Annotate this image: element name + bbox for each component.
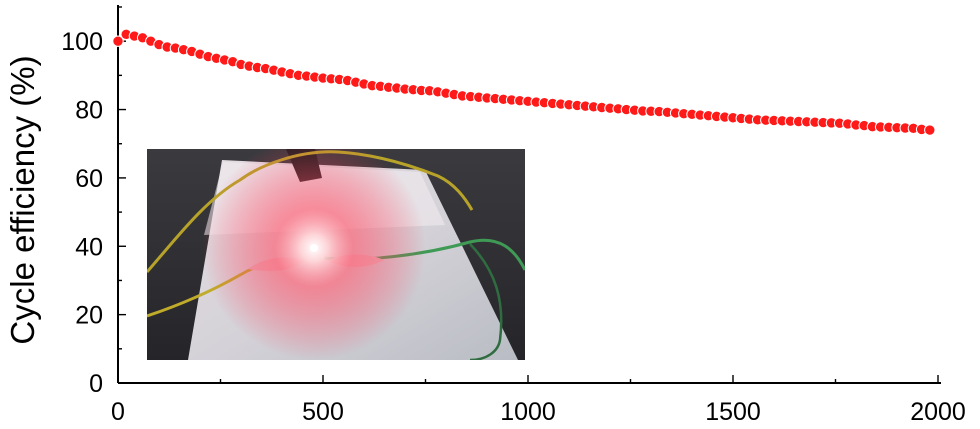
y-axis-title: Cycle efficiency (%) [4, 55, 41, 344]
x-tick-label: 500 [302, 398, 344, 426]
green-wire-bottom [469, 243, 503, 360]
led-glow [202, 149, 426, 360]
data-point [112, 35, 124, 47]
y-tick-label: 20 [75, 302, 103, 330]
data-point [924, 124, 936, 136]
y-tick-label: 0 [89, 370, 103, 398]
plot-series [112, 28, 936, 136]
x-tick-labels: 0 500 1000 1500 2000 [111, 398, 966, 426]
led-core [310, 244, 318, 252]
x-tick-label: 1500 [705, 398, 761, 426]
x-tick-label: 1000 [500, 398, 556, 426]
y-tick-label: 60 [75, 165, 103, 193]
y-tick-label: 40 [75, 233, 103, 261]
x-tick-label: 2000 [910, 398, 966, 426]
x-tick-label: 0 [111, 398, 125, 426]
series-line [117, 33, 930, 132]
y-tick-label: 100 [61, 28, 103, 56]
y-tick-label: 80 [75, 97, 103, 125]
inset-photo [147, 149, 525, 360]
y-tick-labels: 0 20 40 60 80 100 [61, 28, 103, 398]
